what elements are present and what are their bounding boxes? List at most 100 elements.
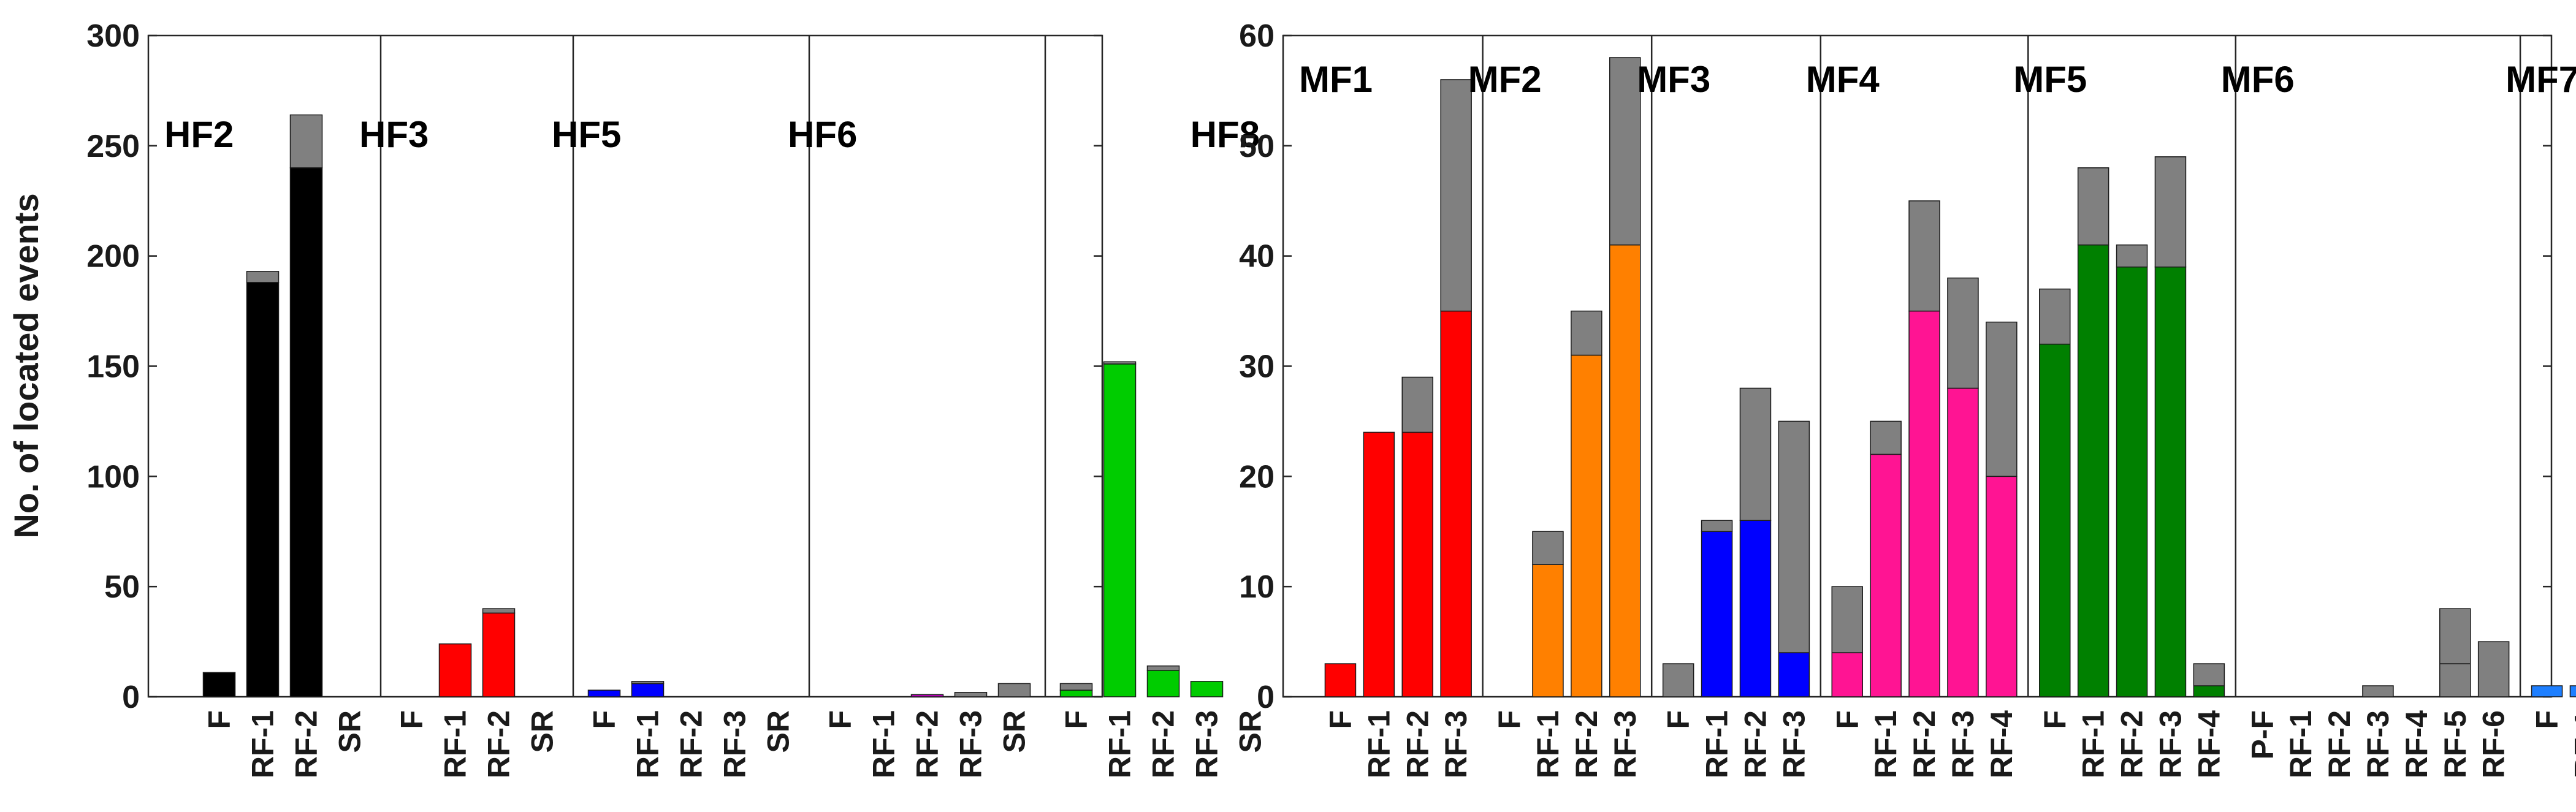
x-tick-label: RF-1 [2076, 710, 2111, 778]
x-tick-label: RF-3 [1190, 710, 1224, 778]
x-tick-label: RF-1 [1869, 710, 1903, 778]
x-tick-label: SR [1233, 710, 1268, 753]
bar-MF4-F-located [1831, 652, 1863, 697]
bar-MF6-RF-6-extra [2477, 641, 2510, 697]
bar-MF1-RF-2-located [1401, 431, 1433, 697]
x-tick-label: RF-2 [910, 710, 945, 778]
bar-MF5-RF-4-located [2193, 685, 2225, 697]
x-tick-label: RF-4 [1984, 710, 2019, 778]
bar-MF3-RF-1-extra [1701, 520, 1733, 532]
bar-MF3-RF-2-located [1739, 520, 1772, 697]
x-tick-label: RF-2 [1400, 710, 1435, 778]
bar-HF6-RF-3-extra [954, 692, 988, 697]
bar-HF8-F-extra [1059, 683, 1093, 691]
x-tick-label: F [395, 710, 429, 729]
bar-MF4-RF-1-extra [1870, 420, 1902, 455]
bar-MF5-RF-2-extra [2116, 244, 2148, 268]
x-tick-label: RF-2 [1146, 710, 1181, 778]
x-tick-label: RF-1 [2568, 710, 2576, 778]
bar-MF2-RF-2-located [1571, 354, 1602, 697]
x-tick-label: RF-3 [2361, 710, 2395, 778]
x-tick-label: RF-3 [954, 710, 988, 778]
bar-HF2-RF-1-located [246, 282, 280, 697]
x-tick-label: RF-3 [1608, 710, 1642, 778]
bar-MF2-RF-1-extra [1532, 531, 1564, 565]
bar-MF1-RF-2-extra [1401, 376, 1433, 433]
x-tick-label: RF-6 [2477, 710, 2511, 778]
x-tick-label: RF-4 [2399, 710, 2434, 778]
x-tick-label: SR [525, 710, 560, 753]
group-label-HF3: HF3 [359, 114, 429, 155]
x-tick-label: SR [333, 710, 367, 753]
x-tick-label: RF-1 [1103, 710, 1137, 778]
y-tick-label: 250 [86, 129, 140, 164]
y-tick-label: 100 [86, 459, 140, 495]
group-label-MF7: MF7 [2506, 59, 2576, 100]
group-label-MF5: MF5 [2013, 59, 2087, 100]
group-label-MF4: MF4 [1806, 59, 1880, 100]
bar-MF1-RF-1-located [1363, 431, 1395, 697]
x-tick-label: RF-4 [2192, 710, 2226, 778]
bar-MF6-RF-3-extra [2362, 685, 2394, 697]
bar-HF6-RF-2-located [910, 694, 944, 697]
x-tick-label: RF-2 [2322, 710, 2357, 778]
y-tick-label: 50 [104, 569, 140, 605]
x-tick-label: RF-3 [1946, 710, 1980, 778]
bar-HF3-RF-2-extra [482, 608, 516, 614]
x-tick-label: SR [761, 710, 796, 753]
x-tick-label: RF-1 [438, 710, 473, 778]
x-tick-label: RF-2 [674, 710, 709, 778]
bar-HF8-RF-1-located [1103, 363, 1137, 697]
x-tick-label: RF-5 [2438, 710, 2472, 778]
x-tick-label: RF-3 [1439, 710, 1473, 778]
bar-MF3-RF-2-extra [1739, 387, 1772, 522]
x-tick-label: RF-2 [2115, 710, 2149, 778]
x-tick-label: RF-1 [1700, 710, 1734, 778]
bar-MF6-RF-5-located [2439, 663, 2471, 697]
bar-HF2-RF-2-located [289, 167, 323, 697]
y-tick-label: 0 [122, 680, 140, 715]
left-chart-panel: 0 50 100 150 200 250 300 No. of located events F… [7, 18, 1268, 778]
y-tick-label: 60 [1239, 18, 1275, 54]
y-tick-label: 30 [1239, 349, 1275, 385]
bar-MF6-RF-5-extra [2439, 608, 2471, 664]
bar-MF4-F-extra [1831, 586, 1863, 653]
x-tick-label: P-F [2245, 710, 2279, 760]
group-label-HF5: HF5 [552, 114, 621, 155]
bar-MF2-RF-3-extra [1609, 57, 1641, 246]
x-tick-label: RF-3 [1777, 710, 1811, 778]
x-tick-label: F [2038, 710, 2072, 729]
x-tick-label: RF-2 [1738, 710, 1772, 778]
x-tick-label: F [823, 710, 858, 729]
y-tick-label: 300 [86, 18, 140, 54]
x-tick-label: F [1059, 710, 1094, 729]
bar-MF4-RF-4-extra [1986, 321, 2018, 477]
x-tick-label: F [1492, 710, 1526, 729]
bar-MF3-RF-1-located [1701, 531, 1733, 697]
x-tick-label: F [2530, 710, 2564, 729]
group-label-MF2: MF2 [1468, 59, 1542, 100]
bar-MF4-RF-4-located [1986, 476, 2018, 697]
x-tick-label: RF-3 [2153, 710, 2187, 778]
bar-MF4-RF-2-located [1908, 310, 1940, 697]
bar-MF5-RF-1-extra [2077, 167, 2109, 246]
bar-MF5-RF-1-located [2077, 244, 2109, 697]
group-label-HF6: HF6 [788, 114, 857, 155]
bar-HF8-RF-2-extra [1146, 665, 1180, 671]
x-tick-label: RF-2 [289, 710, 324, 778]
x-tick-label: F [1830, 710, 1864, 729]
bar-MF4-RF-2-extra [1908, 200, 1940, 312]
group-label-MF6: MF6 [2221, 59, 2295, 100]
x-tick-label: F [1323, 710, 1357, 729]
y-tick-label: 0 [1257, 680, 1275, 715]
x-tick-label: F [587, 710, 622, 729]
y-tick-label: 10 [1239, 569, 1275, 605]
bar-MF4-RF-1-located [1870, 453, 1902, 697]
bar-HF3-RF-1-located [438, 643, 472, 697]
y-axis-label: No. of located events [7, 193, 45, 538]
bar-HF2-RF-1-extra [246, 271, 280, 283]
bar-HF2-RF-2-extra [289, 114, 323, 169]
x-tick-label: RF-1 [1531, 710, 1565, 778]
x-tick-label: RF-3 [718, 710, 752, 778]
bar-MF7-F-located [2531, 685, 2563, 697]
